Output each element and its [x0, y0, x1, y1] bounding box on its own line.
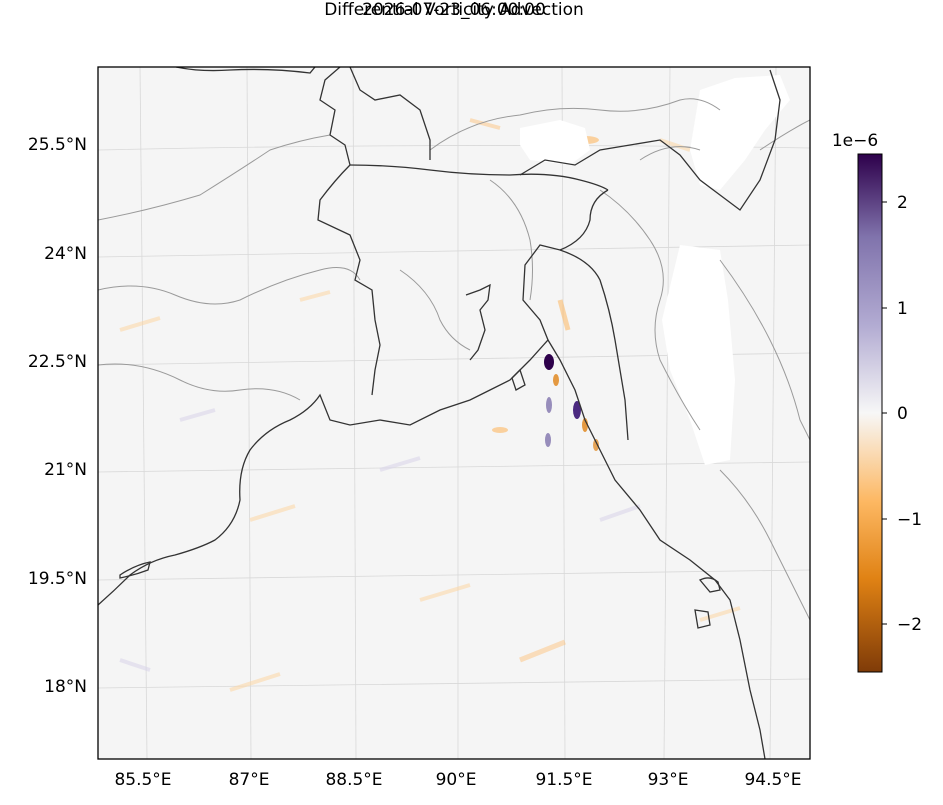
colorbar-scale-label: 1e−6 — [832, 131, 878, 151]
lon-label-94-5: 94.5°E — [744, 770, 801, 790]
colorbar-tick-neg1: −1 — [897, 510, 922, 530]
lon-label-88-5: 88.5°E — [325, 770, 382, 790]
colorbar-tick-2: 2 — [897, 193, 908, 213]
lat-label-24: 24°N — [44, 244, 87, 264]
lon-label-90: 90°E — [436, 770, 477, 790]
admin-borders — [98, 98, 810, 621]
lon-label-85-5: 85.5°E — [114, 770, 171, 790]
lat-label-18: 18°N — [44, 677, 87, 697]
lon-label-93: 93°E — [648, 770, 689, 790]
chart-title: Differential Vorticity Advection — [324, 0, 584, 20]
lat-label-25-5: 25.5°N — [28, 135, 87, 155]
masked-regions — [520, 75, 790, 465]
lon-label-87: 87°E — [229, 770, 270, 790]
coastline — [98, 67, 781, 759]
lat-label-21: 21°N — [44, 460, 87, 480]
field-streaks — [119, 118, 741, 692]
lon-label-91-5: 91.5°E — [535, 770, 592, 790]
colorbar-gradient — [857, 153, 883, 673]
colorbar-tick-neg2: −2 — [897, 615, 922, 635]
chart-subtitle: 2026-07-23_06:00:00 — [362, 0, 546, 20]
lat-label-22-5: 22.5°N — [28, 352, 87, 372]
lat-label-19-5: 19.5°N — [28, 569, 87, 589]
colorbar: 1e−6 2 1 0 −1 −2 — [832, 131, 922, 673]
map-frame — [97, 66, 811, 760]
colorbar-tick-1: 1 — [897, 299, 908, 319]
colorbar-tick-0: 0 — [897, 404, 908, 424]
